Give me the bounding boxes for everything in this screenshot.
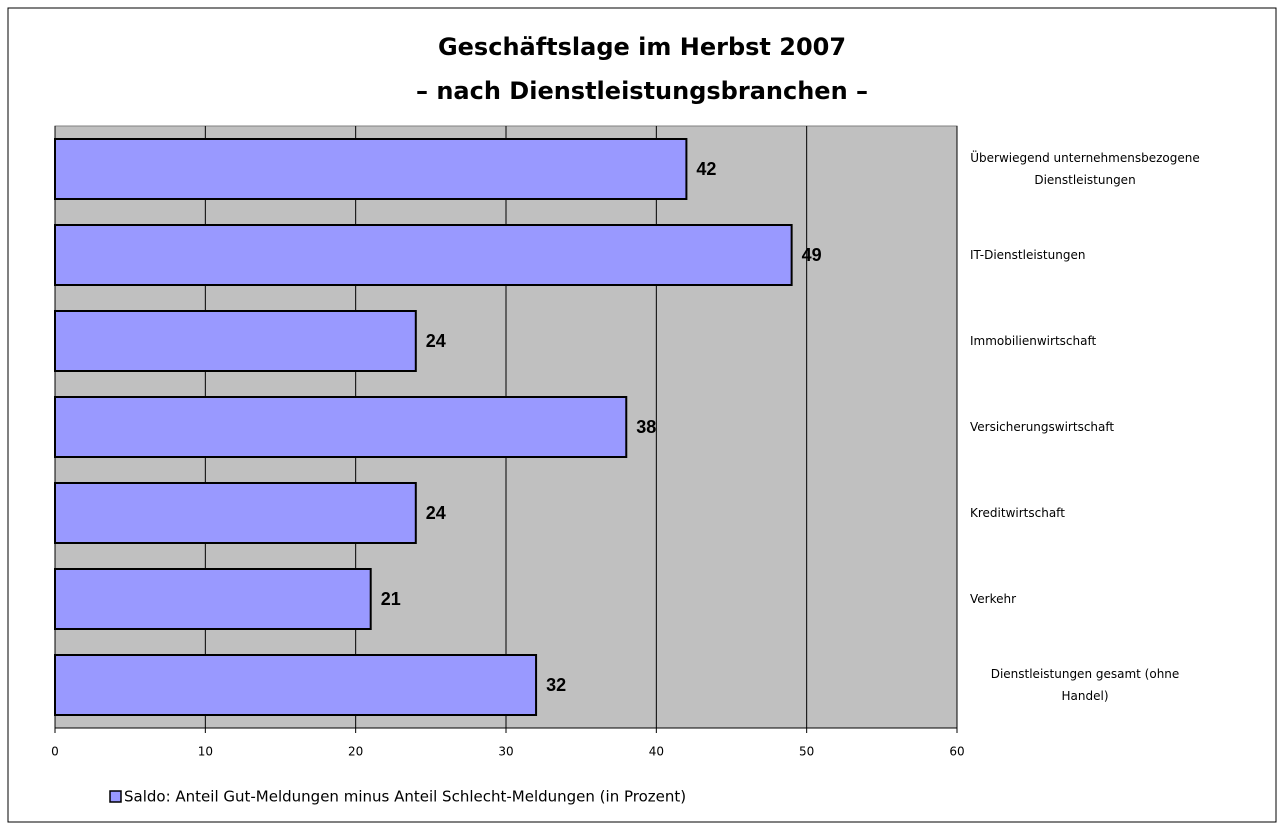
value-label: 24 bbox=[426, 331, 446, 351]
value-label: 42 bbox=[696, 159, 716, 179]
x-tick-label: 50 bbox=[799, 745, 814, 759]
bar bbox=[54, 654, 538, 716]
value-label: 32 bbox=[546, 675, 566, 695]
value-label: 49 bbox=[802, 245, 822, 265]
x-tick-label: 60 bbox=[949, 745, 964, 759]
x-tick-label: 30 bbox=[498, 745, 513, 759]
category-label: Verkehr bbox=[970, 592, 1017, 606]
bar bbox=[54, 568, 372, 630]
category-label: Immobilienwirtschaft bbox=[970, 334, 1097, 348]
x-tick-label: 20 bbox=[348, 745, 363, 759]
bar bbox=[54, 482, 417, 544]
chart-title: Geschäftslage im Herbst 2007 bbox=[438, 33, 846, 61]
x-tick-label: 0 bbox=[51, 745, 59, 759]
chart-subtitle: – nach Dienstleistungsbranchen – bbox=[416, 77, 868, 105]
x-tick-label: 40 bbox=[649, 745, 664, 759]
value-label: 38 bbox=[636, 417, 656, 437]
bar bbox=[54, 310, 417, 372]
value-label: 21 bbox=[381, 589, 401, 609]
bar bbox=[54, 224, 793, 286]
legend-swatch bbox=[109, 790, 122, 803]
x-tick-label: 10 bbox=[198, 745, 213, 759]
bar bbox=[54, 138, 688, 200]
bar bbox=[54, 396, 628, 458]
category-label: Überwiegend unternehmensbezogene Dienstl… bbox=[970, 151, 1200, 187]
value-label: 24 bbox=[426, 503, 446, 523]
legend-label: Saldo: Anteil Gut-Meldungen minus Anteil… bbox=[124, 788, 686, 806]
category-label: IT-Dienstleistungen bbox=[970, 248, 1086, 262]
category-label: Versicherungswirtschaft bbox=[970, 420, 1115, 434]
category-label: Kreditwirtschaft bbox=[970, 506, 1065, 520]
category-label: Dienstleistungen gesamt (ohne Handel) bbox=[990, 667, 1180, 703]
